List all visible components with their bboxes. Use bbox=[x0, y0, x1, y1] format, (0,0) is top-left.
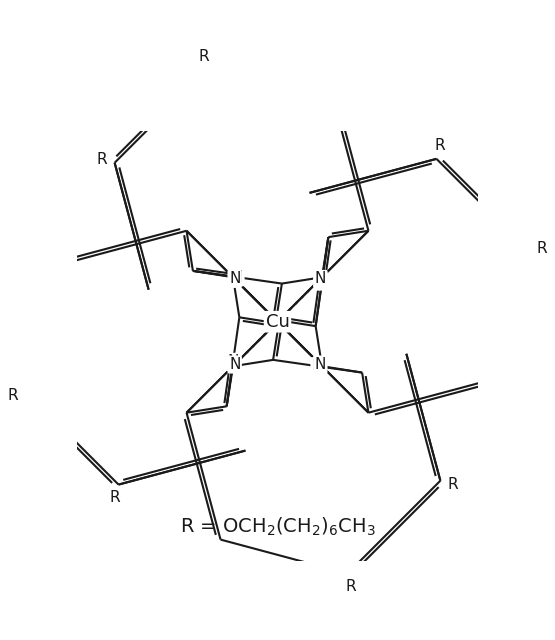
Text: R: R bbox=[448, 477, 458, 492]
Text: R: R bbox=[435, 138, 445, 154]
Text: R: R bbox=[97, 152, 107, 167]
Text: R: R bbox=[346, 579, 356, 594]
Text: R: R bbox=[110, 490, 120, 505]
Text: N: N bbox=[229, 271, 240, 287]
Text: R: R bbox=[7, 388, 18, 403]
Text: N: N bbox=[315, 271, 326, 287]
Text: R = OCH$_2$(CH$_2$)$_6$CH$_3$: R = OCH$_2$(CH$_2$)$_6$CH$_3$ bbox=[180, 516, 375, 538]
Text: N: N bbox=[315, 357, 326, 372]
Text: R: R bbox=[199, 49, 209, 65]
Text: N: N bbox=[228, 355, 239, 369]
Text: R: R bbox=[537, 241, 548, 256]
Text: Cu: Cu bbox=[265, 313, 290, 331]
Text: N: N bbox=[316, 274, 327, 289]
Text: N: N bbox=[312, 358, 324, 374]
Text: N: N bbox=[231, 269, 243, 285]
Text: N: N bbox=[229, 357, 240, 372]
